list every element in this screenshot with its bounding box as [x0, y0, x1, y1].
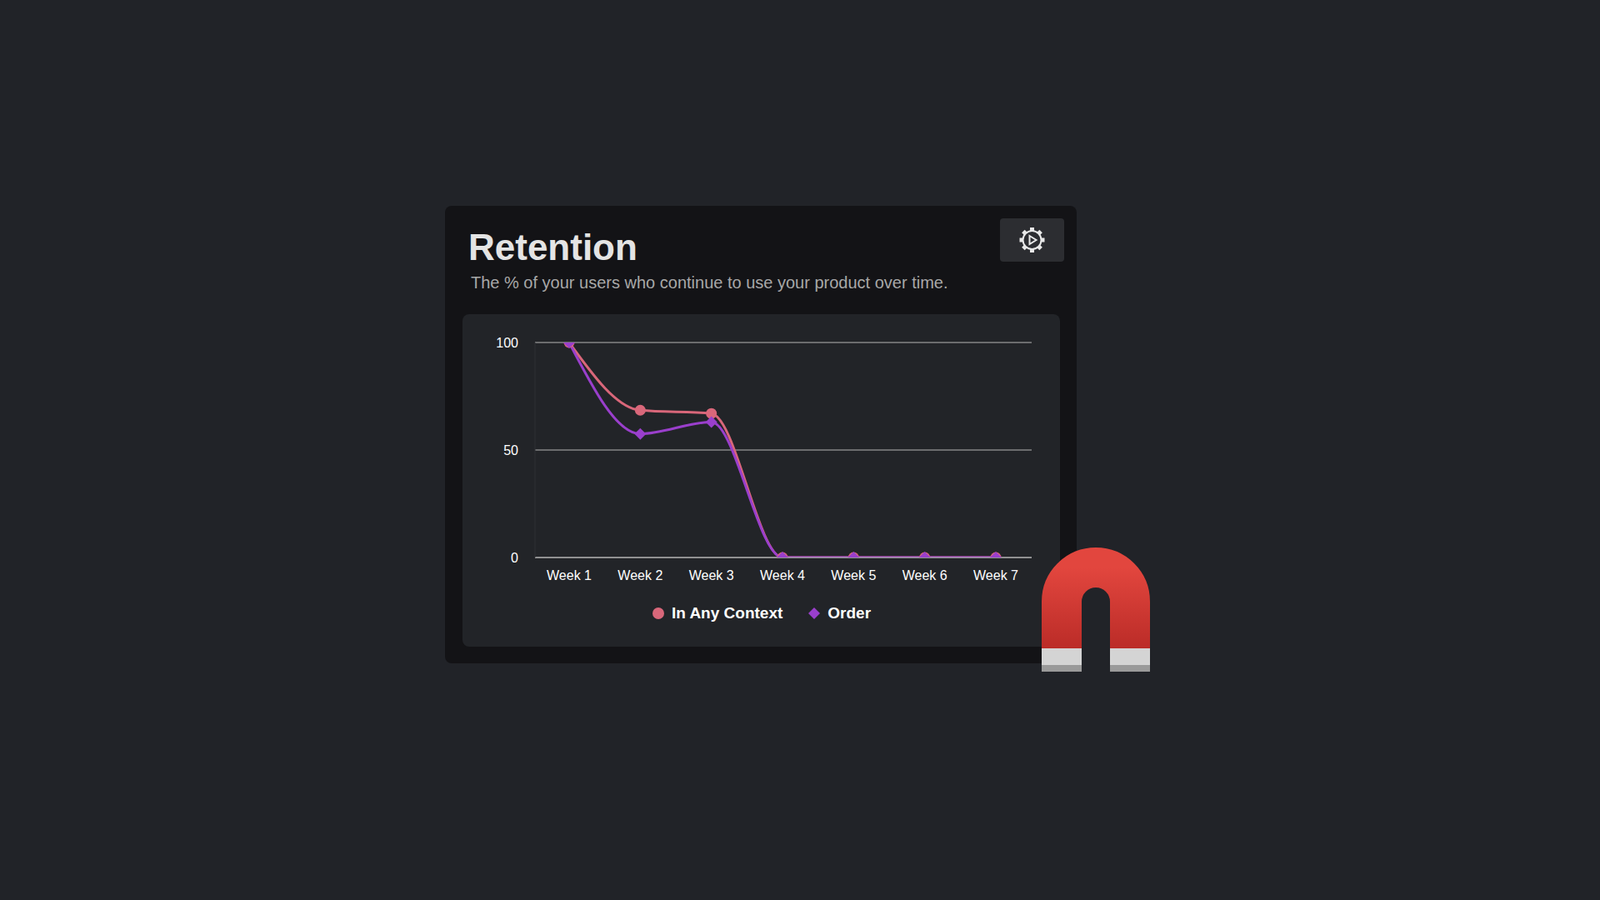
svg-text:0: 0: [510, 550, 519, 565]
svg-text:Week 3: Week 3: [689, 568, 735, 583]
svg-text:Week 6: Week 6: [902, 568, 948, 583]
svg-text:Week 7: Week 7: [973, 568, 1019, 583]
svg-text:Week 4: Week 4: [760, 568, 805, 583]
svg-text:Week 5: Week 5: [830, 568, 876, 583]
svg-text:Week 1: Week 1: [546, 568, 592, 583]
svg-text:100: 100: [495, 335, 519, 350]
html-text:Retention: Retention: [468, 226, 638, 268]
html-text:Order: Order: [827, 604, 871, 622]
svg-text:Week 2: Week 2: [617, 568, 663, 583]
svg-text:50: 50: [503, 443, 519, 458]
html-text:In Any Context: In Any Context: [671, 604, 783, 622]
html-text:The % of your users who contin: The % of your users who continue to use …: [470, 273, 948, 292]
